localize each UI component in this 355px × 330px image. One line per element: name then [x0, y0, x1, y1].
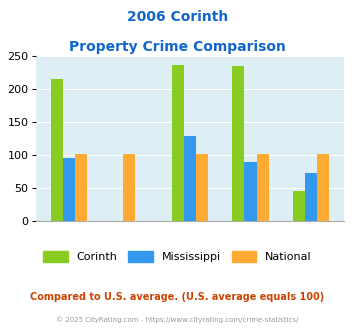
Bar	[63, 158, 75, 221]
Legend: Corinth, Mississippi, National: Corinth, Mississippi, National	[39, 247, 316, 267]
Bar	[257, 154, 269, 221]
Bar	[172, 65, 184, 221]
Bar	[184, 136, 196, 221]
Bar	[123, 154, 135, 221]
Bar	[196, 154, 208, 221]
Text: © 2025 CityRating.com - https://www.cityrating.com/crime-statistics/: © 2025 CityRating.com - https://www.city…	[56, 317, 299, 323]
Text: Compared to U.S. average. (U.S. average equals 100): Compared to U.S. average. (U.S. average …	[31, 292, 324, 302]
Bar	[232, 66, 245, 221]
Text: 2006 Corinth: 2006 Corinth	[127, 10, 228, 24]
Bar	[51, 79, 63, 221]
Bar	[245, 162, 257, 221]
Bar	[317, 154, 329, 221]
Text: Property Crime Comparison: Property Crime Comparison	[69, 40, 286, 53]
Bar	[293, 191, 305, 221]
Bar	[305, 173, 317, 221]
Bar	[75, 154, 87, 221]
